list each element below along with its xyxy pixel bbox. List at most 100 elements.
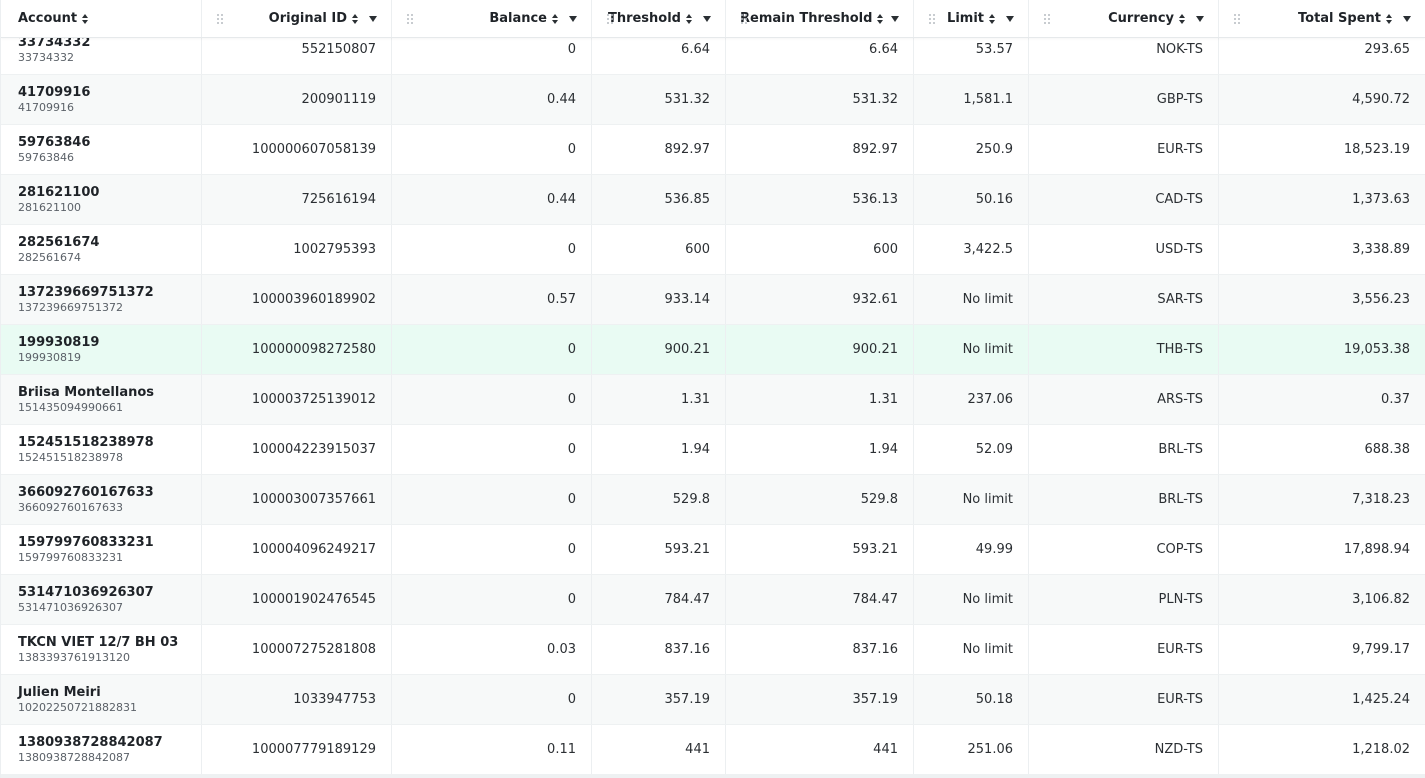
limit-cell: No limit [914,625,1029,674]
account-cell[interactable]: 59763846 59763846 [1,125,202,174]
drag-handle-icon[interactable] [1233,13,1241,25]
balance-cell: 0 [392,525,592,574]
column-header-threshold[interactable]: Threshold [592,0,726,37]
account-cell[interactable]: 531471036926307 531471036926307 [1,575,202,624]
account-id: 199930819 [18,351,81,364]
filter-dropdown-icon[interactable] [1403,15,1411,22]
account-name: 33734332 [18,35,91,50]
total-spent-cell: 7,318.23 [1219,475,1425,524]
account-cell[interactable]: 199930819 199930819 [1,325,202,374]
filter-dropdown-icon[interactable] [569,15,577,22]
total-spent-cell: 19,053.38 [1219,325,1425,374]
account-name: 366092760167633 [18,485,154,500]
account-cell[interactable]: 33734332 33734332 [1,25,202,74]
total-spent-cell: 1,425.24 [1219,675,1425,724]
column-header-account[interactable]: Account [1,0,202,37]
table-row[interactable]: 199930819 199930819 100000098272580 0 900.21… [1,325,1425,375]
filter-dropdown-icon[interactable] [1006,15,1014,22]
sort-icon[interactable] [82,13,89,24]
limit-cell: No limit [914,325,1029,374]
sort-icon[interactable] [552,13,559,24]
account-name: 152451518238978 [18,435,154,450]
table-row[interactable]: Julien Meiri 10202250721882831 1033947753 0… [1,675,1425,725]
table-row[interactable]: 59763846 59763846 100000607058139 0 892.97 89… [1,125,1425,175]
sort-icon[interactable] [1386,13,1393,24]
currency-cell: BRL-TS [1029,475,1219,524]
column-header-limit[interactable]: Limit [914,0,1029,37]
drag-handle-icon[interactable] [928,13,936,25]
limit-cell: 50.16 [914,175,1029,224]
column-header-original-id[interactable]: Original ID [202,0,392,37]
filter-dropdown-icon[interactable] [891,15,899,22]
currency-cell: COP-TS [1029,525,1219,574]
currency-cell: BRL-TS [1029,425,1219,474]
account-id: 10202250721882831 [18,701,137,714]
original-id-cell: 1033947753 [202,675,392,724]
account-name: TKCN VIET 12/7 BH 03 [18,635,179,650]
drag-handle-icon[interactable] [606,13,614,25]
account-cell[interactable]: Briisa Montellanos 151435094990661 [1,375,202,424]
table-row[interactable]: 152451518238978 152451518238978 1000042239… [1,425,1425,475]
drag-handle-icon[interactable] [740,13,748,25]
account-cell[interactable]: 1380938728842087 1380938728842087 [1,725,202,774]
column-header-currency[interactable]: Currency [1029,0,1219,37]
sort-icon[interactable] [686,13,693,24]
table-row[interactable]: TKCN VIET 12/7 BH 03 1383393761913120 1000… [1,625,1425,675]
table-row[interactable]: 41709916 41709916 200901119 0.44 531.32 531.3… [1,75,1425,125]
sort-icon[interactable] [1179,13,1186,24]
account-name: 59763846 [18,135,91,150]
limit-cell: 50.18 [914,675,1029,724]
remain-threshold-cell: 892.97 [726,125,914,174]
column-header-total-spent[interactable]: Total Spent [1219,0,1425,37]
sort-icon[interactable] [352,13,359,24]
remain-threshold-cell: 1.31 [726,375,914,424]
currency-cell: NOK-TS [1029,25,1219,74]
remain-threshold-cell: 784.47 [726,575,914,624]
account-name: 531471036926307 [18,585,154,600]
drag-handle-icon[interactable] [406,13,414,25]
drag-handle-icon[interactable] [216,13,224,25]
sort-icon[interactable] [989,13,996,24]
remain-threshold-cell: 600 [726,225,914,274]
currency-cell: ARS-TS [1029,375,1219,424]
drag-handle-icon[interactable] [1043,13,1051,25]
account-cell[interactable]: 366092760167633 366092760167633 [1,475,202,524]
column-header-label: Currency [1108,11,1174,26]
table-row[interactable]: 33734332 33734332 552150807 0 6.64 6.64 53.57 N… [1,25,1425,75]
account-cell[interactable]: 281621100 281621100 [1,175,202,224]
table-row[interactable]: 282561674 282561674 1002795393 0 600 600 3,422… [1,225,1425,275]
account-cell[interactable]: 159799760833231 159799760833231 [1,525,202,574]
account-cell[interactable]: TKCN VIET 12/7 BH 03 1383393761913120 [1,625,202,674]
account-cell[interactable]: 152451518238978 152451518238978 [1,425,202,474]
account-name: 199930819 [18,335,100,350]
table-row[interactable]: 159799760833231 159799760833231 1000040962… [1,525,1425,575]
table-row[interactable]: Briisa Montellanos 151435094990661 1000037… [1,375,1425,425]
sort-icon[interactable] [877,13,883,24]
column-header-balance[interactable]: Balance [392,0,592,37]
table-row[interactable]: 531471036926307 531471036926307 1000019024… [1,575,1425,625]
original-id-cell: 100001902476545 [202,575,392,624]
account-id: 366092760167633 [18,501,123,514]
limit-cell: No limit [914,275,1029,324]
account-cell[interactable]: Julien Meiri 10202250721882831 [1,675,202,724]
account-id: 137239669751372 [18,301,123,314]
table-row[interactable]: 137239669751372 137239669751372 1000039601… [1,275,1425,325]
account-cell[interactable]: 41709916 41709916 [1,75,202,124]
table-row[interactable]: 366092760167633 366092760167633 1000030073… [1,475,1425,525]
column-header-remain-threshold[interactable]: Remain Threshold [726,0,914,37]
account-cell[interactable]: 137239669751372 137239669751372 [1,275,202,324]
filter-dropdown-icon[interactable] [369,15,377,22]
table-row[interactable]: 281621100 281621100 725616194 0.44 536.85 536… [1,175,1425,225]
account-id: 152451518238978 [18,451,123,464]
column-header-label: Original ID [268,11,347,26]
remain-threshold-cell: 900.21 [726,325,914,374]
total-spent-cell: 9,799.17 [1219,625,1425,674]
filter-dropdown-icon[interactable] [1196,15,1204,22]
remain-threshold-cell: 593.21 [726,525,914,574]
account-id: 41709916 [18,101,74,114]
account-cell[interactable]: 282561674 282561674 [1,225,202,274]
original-id-cell: 100000098272580 [202,325,392,374]
column-header-label: Limit [947,11,984,26]
table-row[interactable]: 1380938728842087 1380938728842087 10000777… [1,725,1425,775]
filter-dropdown-icon[interactable] [703,15,711,22]
